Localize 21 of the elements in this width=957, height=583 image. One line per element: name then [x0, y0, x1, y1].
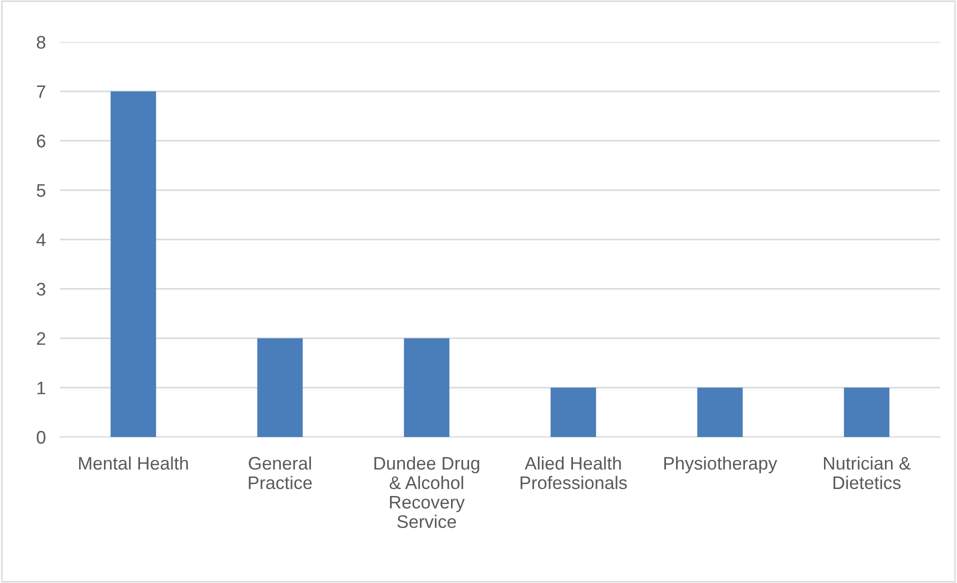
y-tick-label: 7: [36, 85, 46, 98]
bar: [697, 388, 743, 437]
y-tick-label: 2: [36, 332, 46, 345]
bar: [257, 338, 303, 437]
x-tick-label: General Practice: [248, 456, 312, 490]
y-tick-label: 8: [36, 36, 46, 49]
x-tick-label: Mental Health: [79, 456, 188, 470]
x-tick-label: Alied Health Professionals: [520, 456, 627, 490]
y-tick-label: 1: [37, 382, 46, 394]
y-tick-label: 5: [36, 184, 46, 197]
y-tick-label: 6: [36, 134, 46, 148]
bar: [550, 388, 596, 437]
y-tick-label: 0: [36, 430, 46, 444]
x-tick-label: Physiotherapy: [664, 456, 778, 474]
bar: [404, 338, 450, 437]
bar: [110, 91, 156, 437]
bar: [844, 388, 890, 437]
x-tick-label: Nutrician & Dietetics: [824, 456, 911, 490]
y-tick-label: 3: [36, 282, 46, 296]
y-tick-label: 4: [36, 234, 46, 246]
x-tick-label: Dundee Drug & Alcohol Recovery Service: [374, 456, 480, 528]
